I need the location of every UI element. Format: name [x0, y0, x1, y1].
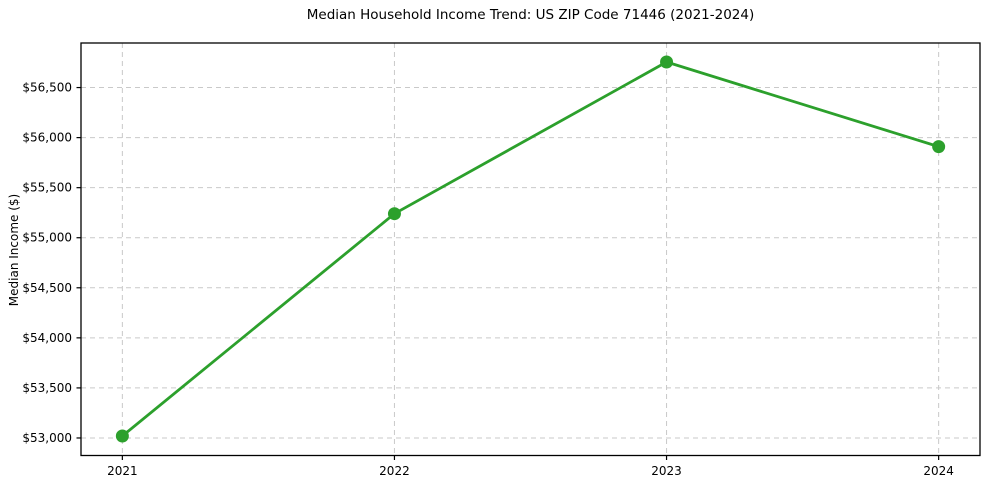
- x-tick-label: 2021: [107, 464, 138, 478]
- y-tick-label: $53,500: [22, 381, 72, 395]
- data-point: [932, 140, 946, 154]
- data-point: [387, 207, 401, 221]
- y-tick-label: $54,000: [22, 331, 72, 345]
- y-tick-label: $53,000: [22, 431, 72, 445]
- y-tick-label: $54,500: [22, 281, 72, 295]
- data-point: [115, 429, 129, 443]
- trend-line: [120, 60, 941, 438]
- x-tick-label: 2024: [923, 464, 954, 478]
- y-tick-label: $55,500: [22, 181, 72, 195]
- chart-title: Median Household Income Trend: US ZIP Co…: [306, 7, 755, 23]
- y-tick-label: $56,000: [22, 131, 72, 145]
- data-point: [660, 55, 674, 69]
- y-tick-label: $55,000: [22, 231, 72, 245]
- x-tick-label: 2023: [651, 464, 682, 478]
- axes-frame: [80, 42, 981, 457]
- x-tick-label: 2022: [379, 464, 410, 478]
- y-tick-label: $56,500: [22, 81, 72, 95]
